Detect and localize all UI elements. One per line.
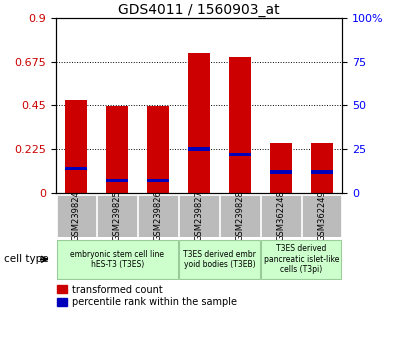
Text: GSM239827: GSM239827 [195,190,203,241]
Legend: transformed count, percentile rank within the sample: transformed count, percentile rank withi… [57,285,236,307]
Text: embryonic stem cell line
hES-T3 (T3ES): embryonic stem cell line hES-T3 (T3ES) [70,250,164,269]
Text: cell type: cell type [4,254,49,264]
Bar [220,195,259,237]
Bar [261,195,300,237]
Text: T3ES derived
pancreatic islet-like
cells (T3pi): T3ES derived pancreatic islet-like cells… [263,244,339,274]
Text: GSM239828: GSM239828 [236,190,244,241]
Bar [188,53,210,193]
Bar [57,195,96,237]
Bar [269,170,292,174]
Bar [65,101,88,193]
Text: GSM239826: GSM239826 [154,190,162,241]
Bar [188,147,210,151]
Bar [106,179,129,182]
Bar [310,170,333,174]
Title: GDS4011 / 1560903_at: GDS4011 / 1560903_at [118,3,280,17]
Text: GSM239825: GSM239825 [113,190,122,241]
Bar [261,240,341,279]
Bar [139,195,178,237]
Text: GSM239824: GSM239824 [72,190,81,241]
Bar [57,240,178,279]
Bar [65,167,88,170]
Bar [310,143,333,193]
Text: T3ES derived embr
yoid bodies (T3EB): T3ES derived embr yoid bodies (T3EB) [183,250,256,269]
Bar [179,195,219,237]
Bar [147,106,169,193]
Bar [269,143,292,193]
Bar [302,195,341,237]
Bar [147,179,169,182]
Bar [179,240,259,279]
Text: GSM362248: GSM362248 [276,190,285,241]
Bar [98,195,137,237]
Bar [229,57,251,193]
Text: GSM362249: GSM362249 [317,190,326,241]
Bar [106,106,129,193]
Bar [229,153,251,156]
